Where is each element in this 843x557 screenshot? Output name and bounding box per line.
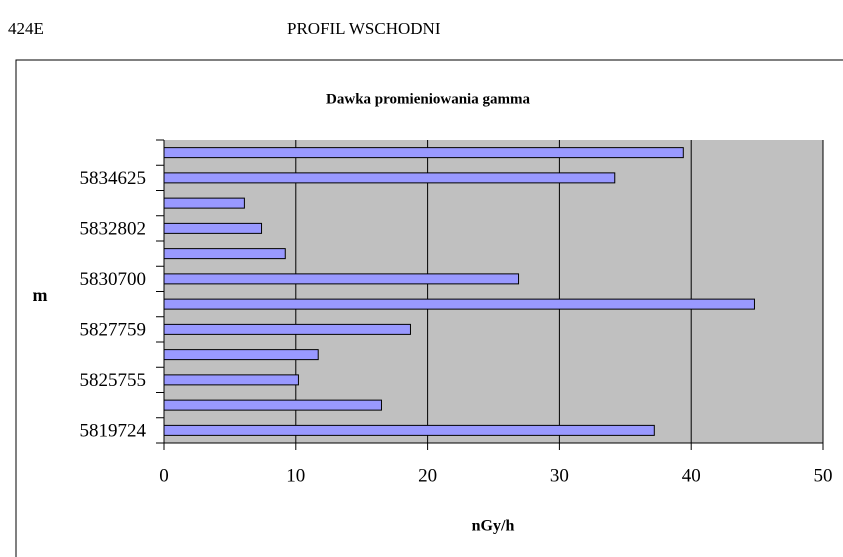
bar	[163, 349, 319, 361]
x-tick-label: 50	[814, 465, 833, 486]
chart-frame	[15, 59, 843, 557]
bar	[163, 172, 616, 184]
y-tick-label: 5819724	[80, 421, 147, 442]
bar	[163, 399, 382, 411]
x-tick-label: 30	[550, 465, 569, 486]
y-tick-label: 5827759	[80, 320, 147, 341]
page-code: 424E	[8, 19, 44, 38]
bar	[163, 374, 299, 386]
bar	[163, 147, 684, 159]
y-tick-label: 5834625	[80, 168, 147, 189]
chart-title: Dawka promieniowania gamma	[326, 91, 530, 107]
bar	[163, 298, 755, 310]
bar	[163, 323, 411, 335]
x-tick-label: 10	[286, 465, 305, 486]
y-axis-label: m	[33, 285, 48, 305]
y-tick-label: 5825755	[80, 370, 147, 391]
y-tick-label: 5832802	[80, 219, 147, 240]
y-tick-label: 5830700	[80, 269, 147, 290]
x-tick-label: 20	[418, 465, 437, 486]
bar	[163, 222, 263, 234]
x-axis-label: nGy/h	[472, 518, 515, 535]
x-tick-label: 40	[682, 465, 701, 486]
bar	[163, 273, 520, 285]
plot-area	[164, 140, 823, 443]
bar	[163, 424, 655, 436]
bar	[163, 248, 286, 260]
bar	[163, 197, 245, 209]
x-tick-label: 0	[159, 465, 169, 486]
page-title: PROFIL WSCHODNI	[287, 19, 441, 38]
